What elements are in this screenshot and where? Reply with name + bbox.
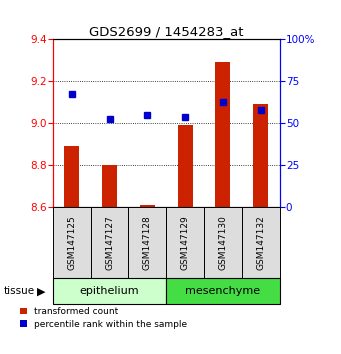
Bar bbox=[91, 207, 129, 278]
Bar bbox=[216, 62, 231, 207]
Bar bbox=[53, 278, 166, 304]
Bar bbox=[204, 207, 242, 278]
Text: GSM147129: GSM147129 bbox=[181, 215, 190, 270]
Text: GSM147128: GSM147128 bbox=[143, 215, 152, 270]
Text: GSM147130: GSM147130 bbox=[219, 215, 227, 270]
Bar bbox=[102, 165, 117, 207]
Title: GDS2699 / 1454283_at: GDS2699 / 1454283_at bbox=[89, 25, 243, 38]
Legend: transformed count, percentile rank within the sample: transformed count, percentile rank withi… bbox=[18, 306, 189, 331]
Text: GSM147132: GSM147132 bbox=[256, 215, 265, 270]
Bar bbox=[253, 104, 268, 207]
Text: ▶: ▶ bbox=[37, 286, 45, 296]
Text: mesenchyme: mesenchyme bbox=[186, 286, 261, 296]
Bar bbox=[166, 207, 204, 278]
Bar bbox=[140, 205, 155, 207]
Bar bbox=[242, 207, 280, 278]
Bar bbox=[53, 207, 91, 278]
Text: epithelium: epithelium bbox=[80, 286, 139, 296]
Bar bbox=[178, 125, 193, 207]
Bar bbox=[129, 207, 166, 278]
Text: GSM147125: GSM147125 bbox=[67, 215, 76, 270]
Bar bbox=[64, 146, 79, 207]
Text: GSM147127: GSM147127 bbox=[105, 215, 114, 270]
Text: tissue: tissue bbox=[3, 286, 34, 296]
Bar bbox=[166, 278, 280, 304]
